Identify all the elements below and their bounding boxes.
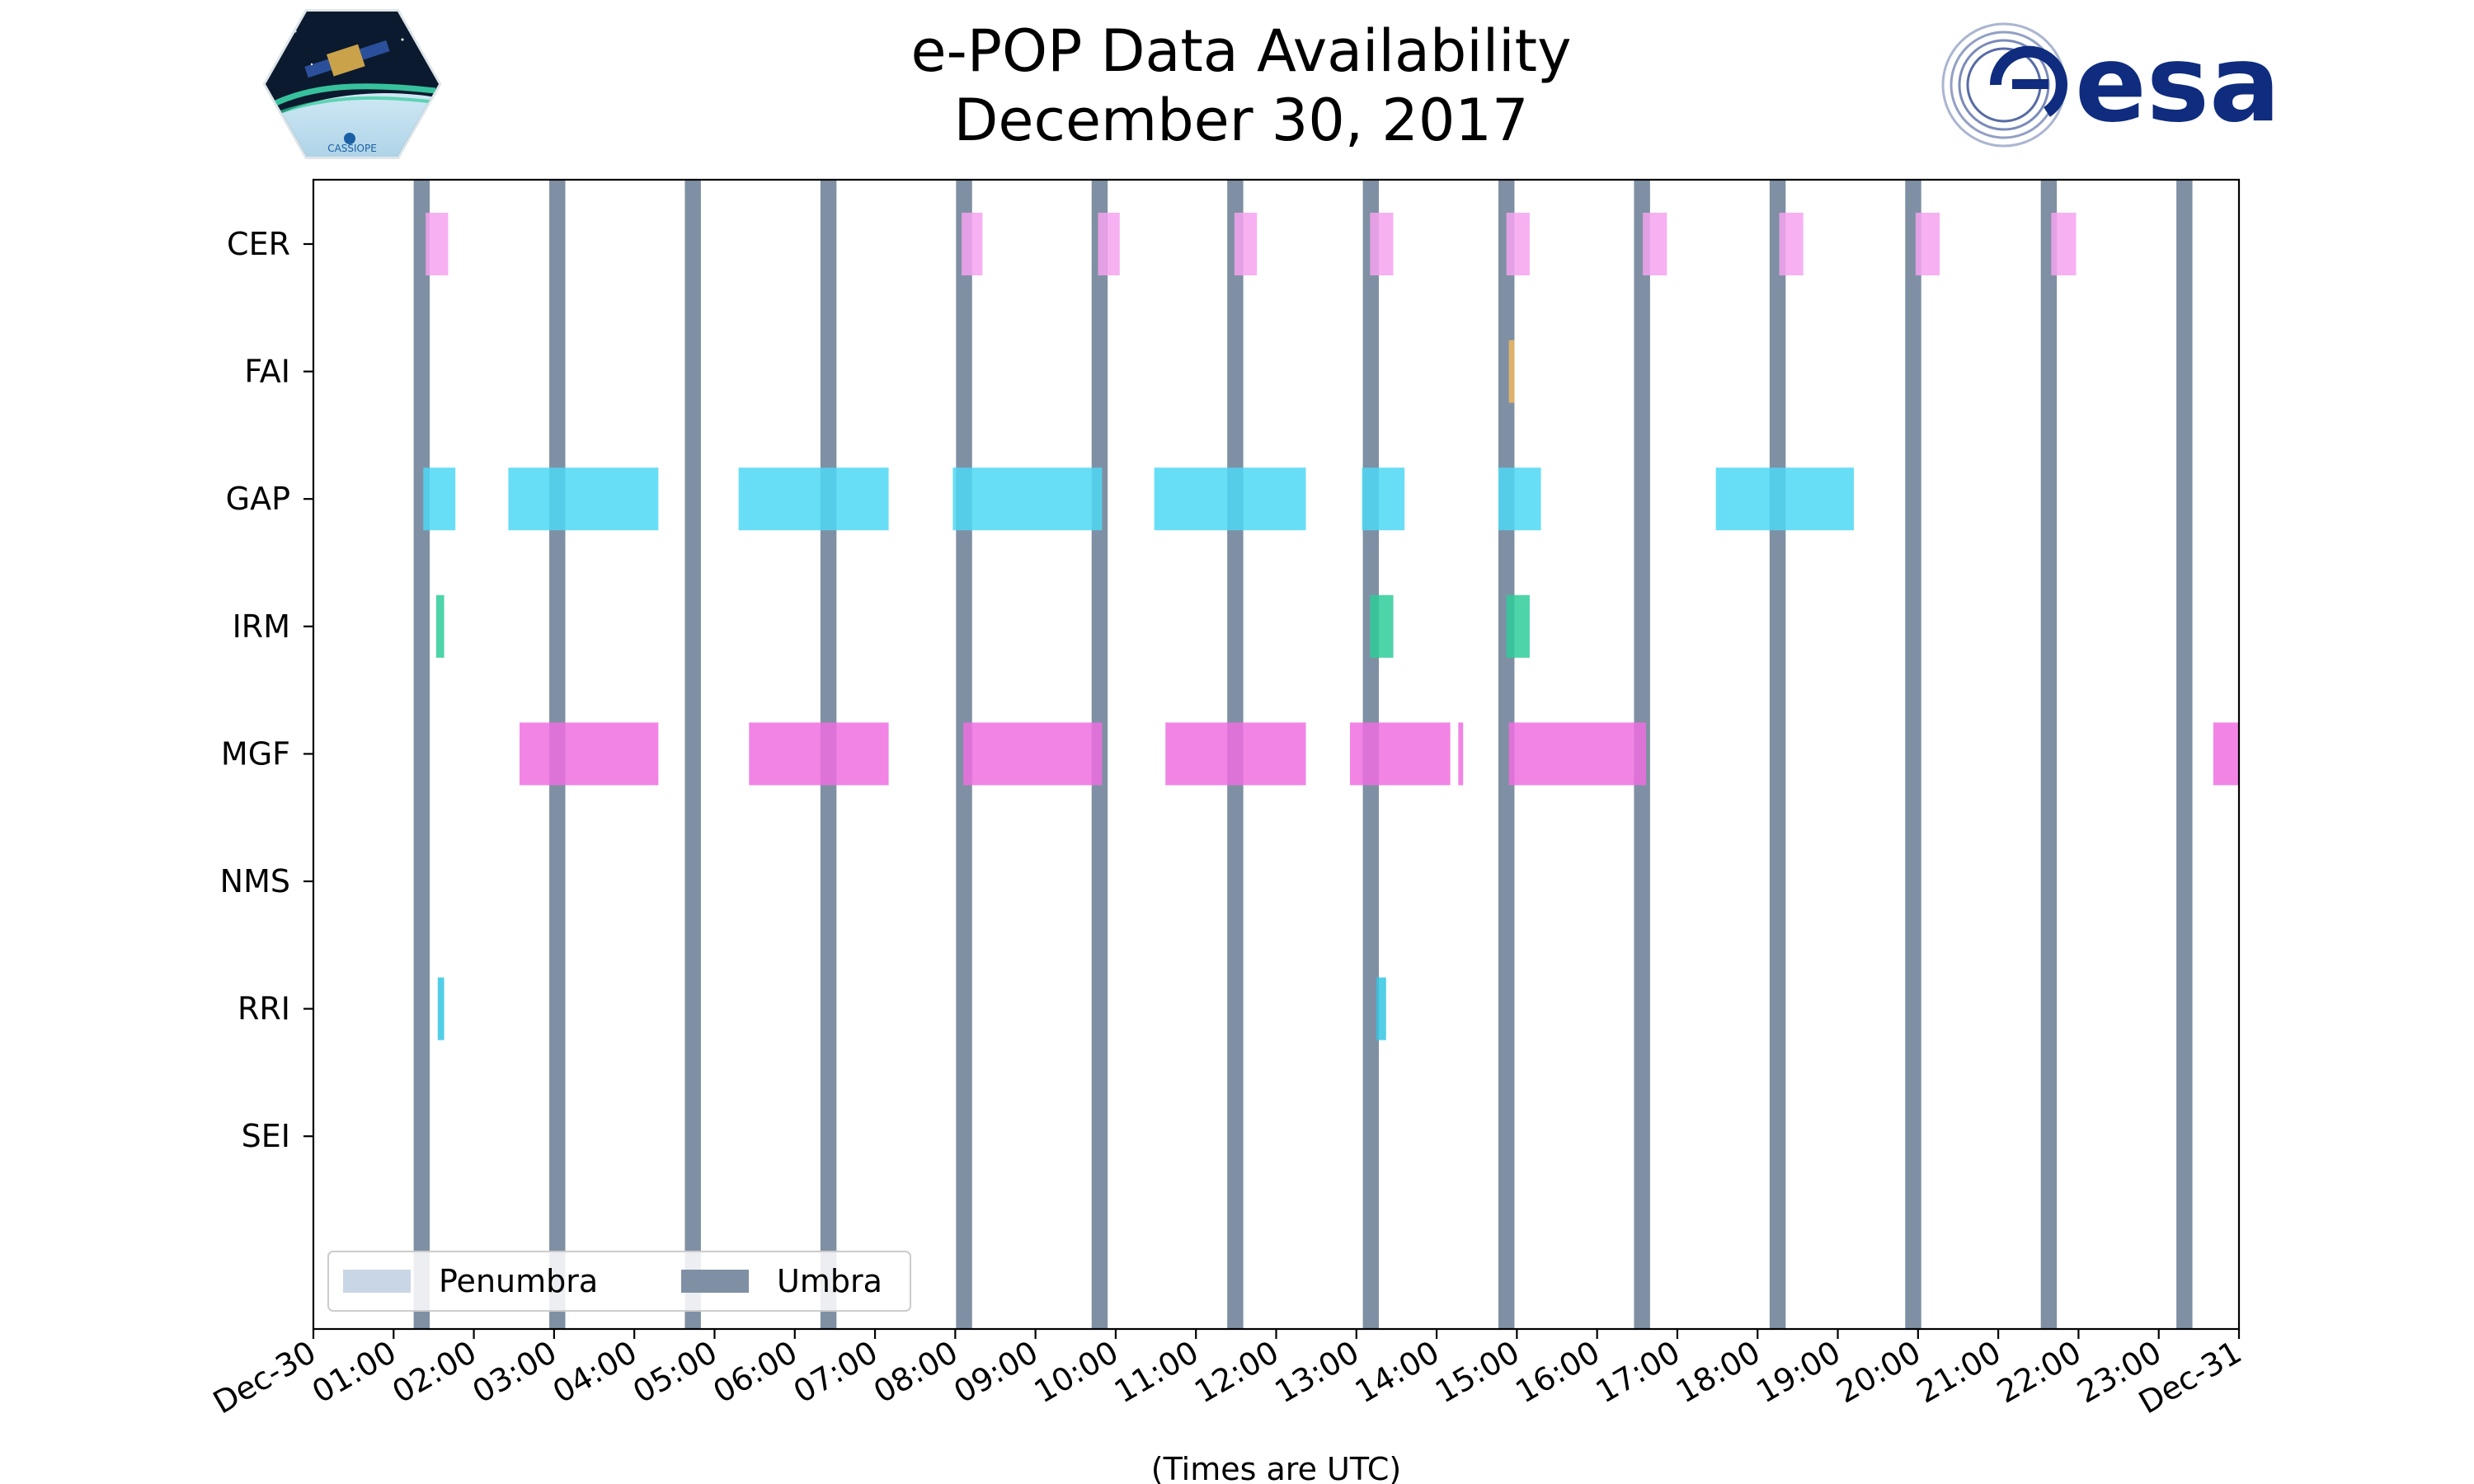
y-tick-label: NMS xyxy=(220,863,290,899)
y-tick-label: IRM xyxy=(233,608,290,645)
x-tick-label: 11:00 xyxy=(1108,1334,1205,1411)
legend-swatch-umbra xyxy=(681,1270,749,1293)
x-tick-label: 14:00 xyxy=(1349,1334,1446,1411)
x-tick-label: 06:00 xyxy=(707,1334,803,1411)
umbra-band xyxy=(684,180,701,1329)
x-tick-label: 18:00 xyxy=(1670,1334,1766,1411)
data-bar-mgf xyxy=(1458,722,1464,786)
data-bar-cer xyxy=(1370,213,1394,275)
esa-logo-text: esa xyxy=(2075,23,2280,146)
x-tick-label: 03:00 xyxy=(467,1334,563,1411)
x-tick-label: 19:00 xyxy=(1750,1334,1846,1411)
legend: Penumbra Umbra xyxy=(327,1251,911,1312)
x-tick-label: Dec-30 xyxy=(207,1334,322,1421)
umbra-band xyxy=(1905,180,1921,1329)
x-axis-label: (Times are UTC) xyxy=(1151,1451,1401,1484)
x-tick-label: 09:00 xyxy=(948,1334,1044,1411)
data-bar-cer xyxy=(1915,213,1940,275)
x-tick-label: 07:00 xyxy=(788,1334,884,1411)
data-bar-cer xyxy=(1098,213,1120,275)
legend-label-umbra: Umbra xyxy=(777,1263,882,1299)
data-bar-rri xyxy=(1376,977,1386,1040)
y-tick-label: RRI xyxy=(238,991,290,1027)
chart-title-line-1: e-POP Data Availability xyxy=(910,17,1571,85)
data-bar-mgf xyxy=(2213,722,2239,786)
data-bar-cer xyxy=(426,213,449,275)
umbra-band xyxy=(1769,180,1786,1329)
x-tick-label: 01:00 xyxy=(306,1334,402,1411)
y-tick-label: MGF xyxy=(221,735,290,772)
y-tick-label: SEI xyxy=(242,1118,290,1154)
data-bar-gap xyxy=(738,467,889,531)
x-tick-label: 05:00 xyxy=(627,1334,723,1411)
y-tick-label: GAP xyxy=(226,481,290,517)
legend-box xyxy=(327,1251,911,1312)
data-bar-cer xyxy=(1779,213,1804,275)
data-bar-irm xyxy=(435,594,444,658)
data-bar-mgf xyxy=(1508,722,1647,786)
y-tick-label: CER xyxy=(227,226,290,262)
chart-title-line-2: December 30, 2017 xyxy=(954,87,1529,154)
x-tick-label: 20:00 xyxy=(1830,1334,1926,1411)
data-bar-fai xyxy=(1508,340,1515,403)
x-tick-label: 13:00 xyxy=(1268,1334,1365,1411)
x-tick-label: 12:00 xyxy=(1188,1334,1285,1411)
data-bar-gap xyxy=(1362,467,1405,531)
data-bar-gap xyxy=(952,467,1103,531)
data-bar-cer xyxy=(1234,213,1258,275)
x-tick-label: 04:00 xyxy=(547,1334,643,1411)
data-bar-mgf xyxy=(963,722,1103,786)
y-axis: CER FAI GAP IRM MGF NMS RRI SEI xyxy=(220,226,313,1154)
x-tick-label: 02:00 xyxy=(386,1334,482,1411)
data-bar-cer xyxy=(962,213,983,275)
x-tick-label: 16:00 xyxy=(1509,1334,1606,1411)
umbra-band xyxy=(2176,180,2193,1329)
data-bar-rri xyxy=(437,977,444,1040)
x-tick-label: 10:00 xyxy=(1028,1334,1125,1411)
y-tick-label: FAI xyxy=(244,354,290,390)
data-bar-cer xyxy=(1643,213,1667,275)
data-bar-irm xyxy=(1506,594,1530,658)
umbra-band xyxy=(2040,180,2058,1329)
data-bar-gap xyxy=(508,467,659,531)
x-tick-label: 21:00 xyxy=(1911,1334,2007,1411)
data-bar-mgf xyxy=(520,722,659,786)
umbra-band xyxy=(413,180,430,1329)
data-bars xyxy=(423,213,2239,1040)
x-tick-label: 22:00 xyxy=(1991,1334,2087,1411)
cassiope-logo-icon: CASSIOPE xyxy=(262,9,442,159)
data-bar-gap xyxy=(1154,467,1306,531)
x-tick-label: 15:00 xyxy=(1429,1334,1526,1411)
data-bar-cer xyxy=(2051,213,2077,275)
legend-label-penumbra: Penumbra xyxy=(439,1263,598,1299)
data-bar-mgf xyxy=(1350,722,1451,786)
data-bar-irm xyxy=(1370,594,1394,658)
data-bar-cer xyxy=(1506,213,1530,275)
cassiope-logo-text: CASSIOPE xyxy=(327,143,377,154)
x-axis: Dec-3001:0002:0003:0004:0005:0006:0007:0… xyxy=(207,1329,2248,1421)
data-bar-mgf xyxy=(749,722,889,786)
data-bar-gap xyxy=(1498,467,1541,531)
x-tick-label: 08:00 xyxy=(868,1334,964,1411)
esa-logo-icon: esa xyxy=(1941,22,2280,148)
umbra-band xyxy=(1498,180,1515,1329)
x-tick-label: 17:00 xyxy=(1590,1334,1686,1411)
legend-swatch-penumbra xyxy=(343,1270,411,1293)
data-bar-mgf xyxy=(1165,722,1306,786)
data-bar-gap xyxy=(423,467,456,531)
data-bar-gap xyxy=(1715,467,1854,531)
